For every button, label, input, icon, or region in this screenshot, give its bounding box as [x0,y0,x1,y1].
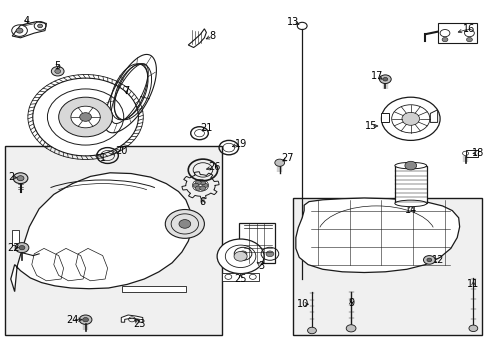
Circle shape [423,256,434,264]
Bar [394,166,426,203]
Text: 9: 9 [347,298,353,308]
Circle shape [192,180,208,192]
Circle shape [195,186,201,190]
Circle shape [426,258,431,262]
Text: 21: 21 [200,123,212,133]
Text: 17: 17 [370,71,383,81]
Circle shape [199,180,205,185]
Text: 26: 26 [207,162,220,172]
Circle shape [234,252,246,261]
Text: 20: 20 [115,146,127,156]
Circle shape [466,37,471,42]
Text: 15: 15 [364,121,376,131]
Circle shape [80,113,91,121]
Text: 7: 7 [123,86,129,96]
Circle shape [13,173,28,184]
Circle shape [346,325,355,332]
Text: 27: 27 [281,153,293,163]
Text: 19: 19 [234,139,246,149]
Text: 10: 10 [296,299,309,309]
Text: 1: 1 [100,153,105,163]
Text: 23: 23 [133,319,145,329]
Text: 25: 25 [234,274,246,284]
Circle shape [33,78,138,156]
Circle shape [79,315,92,324]
Text: 13: 13 [286,17,299,27]
Circle shape [195,180,201,185]
Bar [122,286,185,292]
Bar [222,273,259,281]
Text: 2: 2 [9,172,15,182]
Polygon shape [12,230,19,245]
Text: 22: 22 [7,243,20,253]
Circle shape [55,69,61,73]
Bar [293,198,481,335]
Circle shape [379,75,390,84]
Bar [437,23,476,43]
Text: 8: 8 [209,31,215,41]
Circle shape [382,77,387,81]
Bar [5,146,222,335]
Text: 14: 14 [404,204,416,215]
Polygon shape [381,113,388,122]
Text: 11: 11 [466,279,479,289]
Text: 4: 4 [24,16,30,26]
Circle shape [15,243,29,253]
Circle shape [51,67,64,76]
Text: 16: 16 [462,24,475,34]
Circle shape [274,159,284,166]
Polygon shape [295,198,459,273]
Circle shape [381,97,439,140]
Text: 3: 3 [258,261,264,271]
Circle shape [193,183,199,188]
Ellipse shape [394,162,426,169]
Text: 5: 5 [55,60,61,71]
Bar [238,223,275,263]
Text: 12: 12 [430,255,443,265]
Polygon shape [12,22,46,38]
Polygon shape [188,29,206,48]
Circle shape [265,251,273,257]
Circle shape [71,106,100,128]
Circle shape [401,112,419,125]
Circle shape [404,161,416,170]
Circle shape [179,220,190,228]
Circle shape [38,24,42,28]
Ellipse shape [394,200,426,207]
Polygon shape [11,173,191,292]
Circle shape [239,251,246,257]
Circle shape [19,246,25,250]
Polygon shape [121,315,142,322]
Bar [465,150,477,157]
Circle shape [307,327,316,334]
Circle shape [217,239,264,274]
Circle shape [59,97,112,137]
Circle shape [16,28,23,33]
Text: 18: 18 [471,148,484,158]
Text: 6: 6 [200,197,205,207]
Circle shape [199,186,205,190]
Text: 24: 24 [66,315,79,325]
Circle shape [17,176,24,181]
Circle shape [202,183,207,188]
Circle shape [441,37,447,42]
Polygon shape [429,110,437,122]
Circle shape [468,325,477,332]
Circle shape [165,210,204,238]
Circle shape [82,318,88,322]
